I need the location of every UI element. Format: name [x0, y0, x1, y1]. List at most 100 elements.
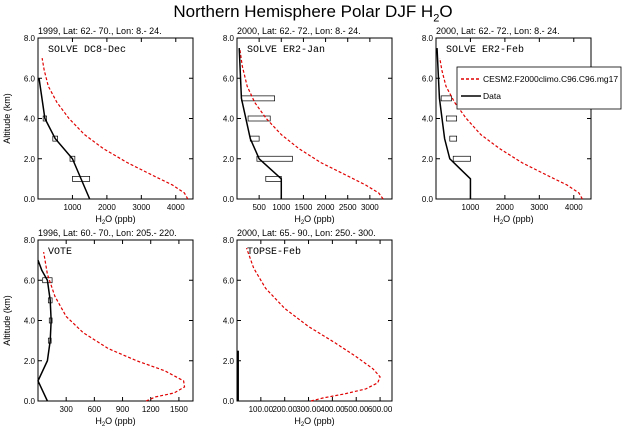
panel-header: 2000, Lat: 62.- 72., Lon: 8.- 24.	[436, 26, 560, 36]
panel-name: VOTE	[48, 247, 72, 258]
panel-4: 1996, Lat: 60.- 70., Lon: 205.- 220. 0.0 2…	[2, 228, 194, 428]
x-tick-label: 300	[60, 405, 74, 414]
y-tick-label: 4.0	[223, 317, 235, 326]
x-tick-label: 1500	[170, 405, 188, 414]
y-tick-label: 4.0	[24, 317, 36, 326]
plot-frame	[435, 37, 592, 200]
y-tick-label: 6.0	[223, 276, 235, 285]
y-axis-label: Altitude (km)	[2, 93, 12, 144]
x-tick-label: 3000	[132, 203, 150, 212]
panel-5: 2000, Lat: 65.- 90., Lon: 250.- 300. 0.0 2…	[223, 228, 393, 428]
y-tick-label: 0.0	[24, 397, 36, 406]
data-series-line	[238, 48, 283, 199]
plot-frame	[236, 37, 393, 200]
legend-label: CESM2.F2000climo.C96.C96.mg17	[483, 74, 618, 84]
model-series-line	[239, 47, 384, 200]
data-range-box	[72, 176, 91, 182]
x-tick-label: 400.00	[320, 405, 345, 414]
y-tick-label: 8.0	[223, 34, 235, 43]
y-tick-label: 0.0	[24, 195, 36, 204]
data-range-box	[445, 115, 458, 122]
x-tick-label: 1200	[142, 405, 160, 414]
x-tick-label: 600.00	[368, 405, 393, 414]
y-tick-label: 8.0	[24, 236, 36, 245]
x-tick-label: 500.00	[344, 405, 369, 414]
y-tick-label: 0.0	[223, 195, 235, 204]
x-tick-label: 3000	[361, 203, 379, 212]
data-range-box	[69, 155, 76, 162]
y-tick-label: 2.0	[24, 155, 36, 164]
x-tick-label: 600	[88, 405, 102, 414]
panel-header: 2000, Lat: 62.- 72., Lon: 8.- 24.	[237, 26, 361, 36]
panel-header: 1996, Lat: 60.- 70., Lon: 205.- 220.	[38, 228, 177, 238]
model-series-line	[41, 58, 189, 200]
data-range-box	[452, 155, 471, 162]
panel-header: 1999, Lat: 62.- 70., Lon: 8.- 24.	[38, 26, 162, 36]
data-range-box	[440, 95, 452, 102]
model-series-line	[245, 247, 381, 402]
y-tick-label: 6.0	[422, 74, 434, 83]
y-tick-label: 2.0	[223, 357, 235, 366]
y-tick-label: 6.0	[24, 74, 36, 83]
data-range-box	[247, 115, 271, 122]
data-range-box	[449, 135, 458, 142]
x-tick-label: 1000	[272, 203, 290, 212]
x-tick-label: 500	[252, 203, 266, 212]
x-axis-label: H2O (ppb)	[493, 214, 533, 226]
y-tick-label: 8.0	[24, 34, 36, 43]
data-series-line	[37, 259, 52, 402]
panel-3: 2000, Lat: 62.- 72., Lon: 8.- 24. 0.0 2.0 4…	[422, 26, 592, 226]
y-tick-label: 4.0	[422, 115, 434, 124]
x-tick-label: 1000	[462, 203, 480, 212]
x-axis-label: H2O (ppb)	[294, 416, 334, 428]
y-tick-label: 8.0	[223, 236, 235, 245]
x-tick-label: 100.00	[249, 405, 274, 414]
data-series-line	[436, 48, 472, 199]
panel-2: 2000, Lat: 62.- 72., Lon: 8.- 24. 0.0 2.0 4…	[223, 26, 393, 226]
plot-frame	[37, 239, 194, 402]
panel-name: SOLVE ER2-Feb	[446, 44, 524, 56]
data-range-box	[256, 155, 293, 162]
y-axis-label: Altitude (km)	[2, 295, 12, 346]
plot-frame	[236, 239, 393, 402]
figure-title: Northern Hemisphere Polar DJF H2O	[173, 2, 453, 25]
panel-1: 1999, Lat: 62.- 70., Lon: 8.- 24. 0.0 2.0 4…	[2, 26, 194, 226]
y-tick-label: 2.0	[223, 155, 235, 164]
panel-name: TOPSE-Feb	[247, 246, 301, 258]
legend: CESM2.F2000climo.C96.C96.mg17 Data	[456, 66, 622, 110]
y-tick-label: 2.0	[24, 357, 36, 366]
y-tick-label: 8.0	[422, 34, 434, 43]
x-axis-label: H2O (ppb)	[95, 214, 135, 226]
y-tick-label: 4.0	[223, 115, 235, 124]
panel-name: SOLVE ER2-Jan	[247, 45, 325, 56]
x-tick-label: 300.00	[296, 405, 321, 414]
x-tick-label: 900	[116, 405, 130, 414]
data-series-line	[38, 78, 91, 200]
x-tick-label: 4000	[565, 203, 583, 212]
panel-header: 2000, Lat: 65.- 90., Lon: 250.- 300.	[237, 228, 376, 238]
x-tick-label: 2000	[317, 203, 335, 212]
x-tick-label: 200.00	[272, 405, 297, 414]
x-axis-label: H2O (ppb)	[95, 416, 135, 428]
y-tick-label: 4.0	[24, 115, 36, 124]
y-tick-label: 6.0	[24, 276, 36, 285]
x-tick-label: 2000	[496, 203, 514, 212]
data-range-box	[241, 95, 275, 102]
x-tick-label: 2000	[98, 203, 116, 212]
y-tick-label: 6.0	[223, 74, 235, 83]
data-range-box	[52, 135, 58, 142]
model-series-line	[43, 251, 186, 402]
x-axis-label: H2O (ppb)	[294, 214, 334, 226]
x-tick-label: 2500	[339, 203, 357, 212]
x-tick-label: 1000	[64, 203, 82, 212]
y-tick-label: 0.0	[422, 195, 434, 204]
plot-frame	[37, 37, 194, 200]
x-tick-label: 4000	[167, 203, 185, 212]
panel-name: SOLVE DC8-Dec	[48, 45, 126, 56]
legend-box	[456, 66, 622, 110]
y-tick-label: 2.0	[422, 155, 434, 164]
x-tick-label: 1500	[295, 203, 313, 212]
y-tick-label: 0.0	[223, 397, 235, 406]
x-tick-label: 3000	[530, 203, 548, 212]
